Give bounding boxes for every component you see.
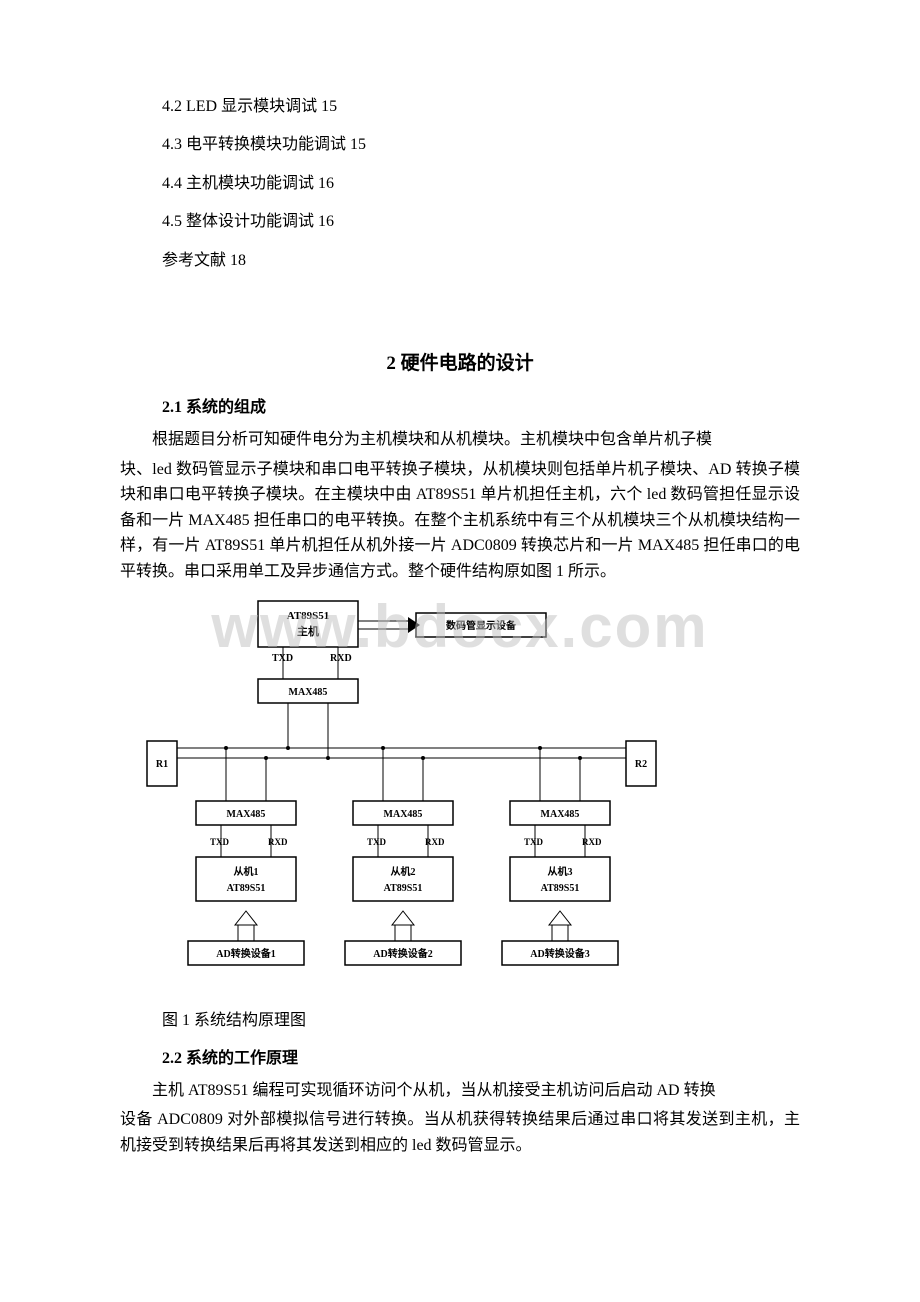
diagram-slave1-l1: 从机1 — [234, 865, 259, 878]
subsection-title: 2.1 系统的组成 — [120, 393, 800, 417]
diagram-slave2-l2: AT89S51 — [384, 883, 423, 894]
diagram-r1: R1 — [156, 759, 168, 770]
diagram-slave3-l1: 从机3 — [548, 865, 573, 878]
diagram-ad2: AD转换设备2 — [373, 947, 432, 960]
toc-line: 4.3 电平转换模块功能调试 15 — [120, 126, 800, 164]
document-page: 4.2 LED 显示模块调试 15 4.3 电平转换模块功能调试 15 4.4 … — [0, 0, 920, 1202]
diagram-r2: R2 — [635, 759, 647, 770]
paragraph: 根据题目分析可知硬件电分为主机模块和从机模块。主机模块中包含单片机子模 — [120, 427, 800, 453]
toc-line: 4.2 LED 显示模块调试 15 — [120, 88, 800, 126]
subsection-title: 2.2 系统的工作原理 — [120, 1044, 800, 1068]
diagram-max485-s1: MAX485 — [227, 809, 266, 820]
paragraph: 主机 AT89S51 编程可实现循环访问个从机，当从机接受主机访问后启动 AD … — [120, 1078, 800, 1104]
diagram-ad3: AD转换设备3 — [530, 947, 589, 960]
diagram-master-l2: 主机 — [297, 624, 319, 638]
diagram-ad1: AD转换设备1 — [216, 947, 275, 960]
figure-caption: 图 1 系统结构原理图 — [120, 1006, 800, 1030]
diagram-txd-s1: TXD — [210, 837, 230, 847]
paragraph: 设备 ADC0809 对外部模拟信号进行转换。当从机获得转换结果后通过串口将其发… — [120, 1107, 800, 1158]
toc-line: 参考文献 18 — [120, 242, 800, 280]
diagram-slave3-l2: AT89S51 — [541, 883, 580, 894]
toc-line: 4.5 整体设计功能调试 16 — [120, 203, 800, 241]
diagram-txd-s3: TXD — [524, 837, 544, 847]
diagram-master-l1: AT89S51 — [287, 610, 330, 622]
diagram-txd-s2: TXD — [367, 837, 387, 847]
diagram-display: 数码管显示设备 — [446, 619, 517, 632]
system-diagram: AT89S51 主机 数码管显示设备 TXD RXD MAX485 — [138, 593, 800, 998]
diagram-slave2-l1: 从机2 — [391, 865, 416, 878]
diagram-slave1-l2: AT89S51 — [227, 883, 266, 894]
diagram-rxd: RXD — [330, 653, 352, 664]
section-title: 2 硬件电路的设计 — [120, 348, 800, 375]
toc-line: 4.4 主机模块功能调试 16 — [120, 165, 800, 203]
diagram-rxd-s2: RXD — [425, 837, 445, 847]
diagram-max485-s2: MAX485 — [384, 809, 423, 820]
diagram-max485-master: MAX485 — [289, 687, 328, 698]
paragraph: 块、led 数码管显示子模块和串口电平转换子模块，从机模块则包括单片机子模块、A… — [120, 457, 800, 585]
diagram-rxd-s3: RXD — [582, 837, 602, 847]
diagram-max485-s3: MAX485 — [541, 809, 580, 820]
diagram-rxd-s1: RXD — [268, 837, 288, 847]
